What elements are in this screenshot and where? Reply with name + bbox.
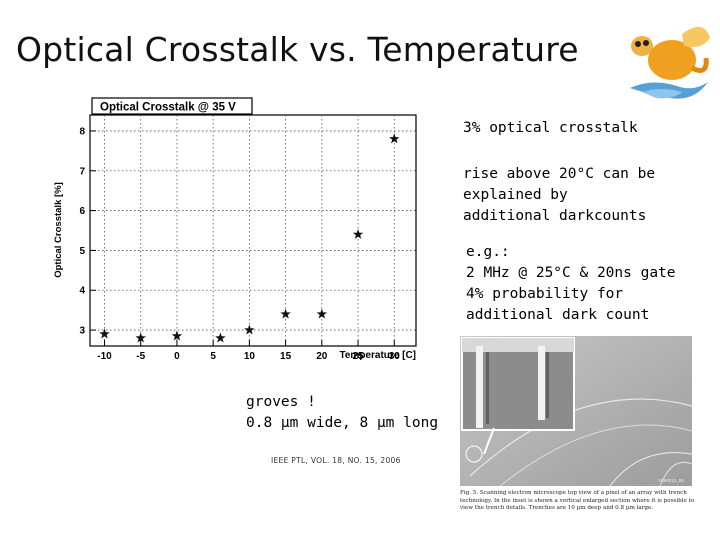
logo-body <box>648 40 696 80</box>
plot-frame <box>89 114 417 347</box>
sem-figure-caption: Fig. 5. Scanning electron microscope top… <box>460 490 695 512</box>
y-tick-label: 3 <box>79 326 85 337</box>
y-tick-label: 6 <box>79 206 85 217</box>
x-tick-label: 25 <box>352 351 364 362</box>
data-point-star <box>215 332 226 343</box>
sem-trench-arc <box>469 398 692 477</box>
x-tick-label: 10 <box>244 351 256 362</box>
sem-highlight-circle <box>465 445 483 463</box>
x-tick-label: -10 <box>97 351 112 362</box>
x-tick-label: 5 <box>210 351 216 362</box>
data-point-star <box>316 308 328 319</box>
note-crosstalk: 3% optical crosstalk <box>463 120 638 136</box>
sem-figure-tag: YA60012_06 <box>658 478 684 483</box>
data-point-star <box>171 330 183 341</box>
y-axis-label: Optical Crosstalk [%] <box>53 182 64 278</box>
logo-eye <box>635 41 641 47</box>
x-tick-label: 20 <box>316 351 328 362</box>
data-point-star <box>280 308 291 319</box>
sem-trench-wall <box>476 346 483 428</box>
note-groves: groves ! 0.8 µm wide, 8 µm long <box>246 394 439 431</box>
data-points <box>99 133 400 343</box>
chart-title: Optical Crosstalk @ 35 V <box>100 102 236 114</box>
citation: IEEE PTL, VOL. 18, NO. 15, 2006 <box>271 456 401 465</box>
sem-trench-arc <box>609 452 692 486</box>
x-tick-label: 30 <box>389 351 401 362</box>
slide-title: Optical Crosstalk vs. Temperature <box>16 30 579 69</box>
y-tick-label: 4 <box>79 286 85 297</box>
x-axis-label: Temperature [C] <box>340 350 417 361</box>
data-point-star <box>99 328 110 339</box>
logo-tail <box>690 57 709 73</box>
sem-trench-arc <box>499 424 692 486</box>
x-tick-label: 0 <box>174 351 180 362</box>
note-dark-count-example: e.g.: 2 MHz @ 25°C & 20ns gate 4% probab… <box>466 244 676 323</box>
sem-micrograph: YA60012_06 <box>460 336 692 486</box>
data-point-star <box>135 332 146 343</box>
data-point-star <box>244 324 255 335</box>
sem-trench-wall <box>546 352 549 418</box>
logo-eye <box>643 40 649 46</box>
crosstalk-chart: Optical Crosstalk @ 35 V -10 -5 0 5 10 15 20 25… <box>48 92 428 378</box>
note-rise-explanation: rise above 20°C can be explained by addi… <box>463 166 656 224</box>
x-tick-label: 15 <box>280 351 292 362</box>
sem-trench-wall <box>538 346 545 420</box>
sem-trench-wall <box>486 352 489 424</box>
y-tick-label: 8 <box>79 126 85 137</box>
logo-wing <box>682 26 710 47</box>
chart-title-box <box>91 97 253 115</box>
bee-logo <box>630 26 710 99</box>
grid-lines <box>90 115 416 346</box>
sem-trench-arc <box>659 461 692 486</box>
logo-head <box>631 36 653 56</box>
sem-pointer-arrow <box>483 427 495 455</box>
x-tick-label: -5 <box>136 351 145 362</box>
axis-ticks: -10 -5 0 5 10 15 20 25 30 3 4 5 6 7 8 <box>79 126 400 362</box>
data-point-star <box>389 133 400 144</box>
data-point-star <box>352 228 364 239</box>
logo-water-swoosh-light <box>642 89 682 99</box>
y-tick-label: 7 <box>79 166 85 177</box>
sem-inset-surface <box>462 338 574 352</box>
y-tick-label: 5 <box>79 246 85 257</box>
